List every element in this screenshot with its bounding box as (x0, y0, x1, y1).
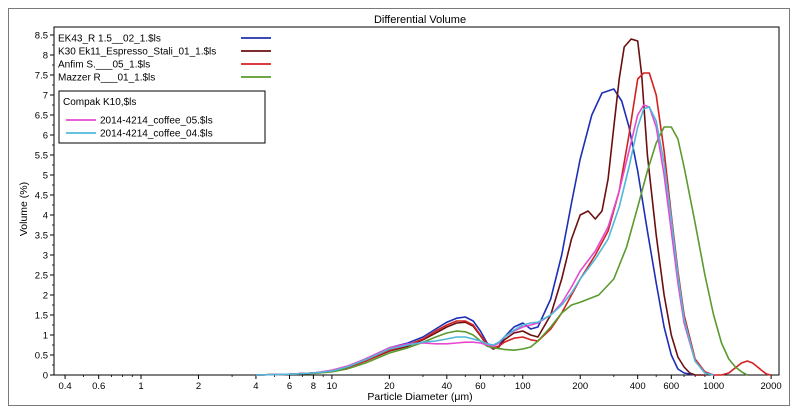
x-tick-label: 4 (253, 381, 258, 392)
legend-entry-label: K30 Ek11_Espresso_Stali_01_1.$ls (58, 47, 216, 58)
x-tick-label: 0.4 (58, 381, 71, 392)
legend-entry-label: 2014-4214_coffee_05.$ls (100, 116, 213, 127)
y-tick-label: 1.5 (35, 311, 48, 322)
y-tick-label: 6.5 (35, 111, 48, 122)
x-tick-label: 0.6 (92, 381, 105, 392)
x-tick-label: 60 (475, 381, 486, 392)
x-tick-label: 10 (327, 381, 338, 392)
x-tick-label: 2000 (761, 381, 782, 392)
legend-group-box (58, 90, 266, 144)
x-tick-label: 600 (663, 381, 679, 392)
series-line (255, 126, 748, 376)
y-tick-label: 7.5 (35, 71, 48, 82)
chart-frame: Differential Volume Particle Diameter (μ… (8, 8, 790, 406)
series-line (255, 104, 714, 376)
series-line (255, 106, 714, 376)
y-tick-label: 8 (43, 51, 48, 62)
y-tick-label: 8.5 (35, 31, 48, 42)
legend-entry-label: EK43_R 1.5__02_1.$ls (58, 34, 161, 45)
y-tick-label: 4 (43, 211, 48, 222)
legend-entry-label: Anfim S.___05_1.$ls (58, 60, 150, 71)
x-tick-label: 400 (630, 381, 646, 392)
x-tick-label: 200 (572, 381, 588, 392)
y-tick-label: 5 (43, 171, 48, 182)
chart-title: Differential Volume (374, 14, 466, 26)
y-tick-label: 6 (43, 131, 48, 142)
y-tick-label: 3 (43, 251, 48, 262)
x-tick-label: 6 (287, 381, 292, 392)
y-tick-label: 2.5 (35, 271, 48, 282)
y-tick-label: 4.5 (35, 191, 48, 202)
y-tick-label: 3.5 (35, 231, 48, 242)
y-tick-label: 5.5 (35, 151, 48, 162)
y-tick-label: 7 (43, 91, 48, 102)
differential-volume-chart: Differential Volume Particle Diameter (μ… (18, 14, 782, 403)
x-tick-label: 1000 (703, 381, 724, 392)
y-axis-title: Volume (%) (18, 182, 30, 236)
x-tick-label: 40 (442, 381, 453, 392)
legend-group-title: Compak K10,$ls (63, 97, 136, 108)
y-tick-label: 0.5 (35, 351, 48, 362)
y-tick-label: 1 (43, 331, 48, 342)
y-tick-label: 0 (43, 371, 48, 382)
y-tick-label: 2 (43, 291, 48, 302)
x-axis-title: Particle Diameter (μm) (367, 391, 472, 403)
plot-area (53, 26, 780, 376)
x-tick-label: 2 (196, 381, 201, 392)
legend-entry-label: Mazzer R___01_1.$ls (58, 73, 155, 84)
legend-entry-label: 2014-4214_coffee_04.$ls (100, 129, 213, 140)
x-tick-label: 8 (311, 381, 316, 392)
x-tick-label: 20 (384, 381, 395, 392)
x-tick-label: 100 (515, 381, 531, 392)
x-tick-label: 1 (138, 381, 143, 392)
